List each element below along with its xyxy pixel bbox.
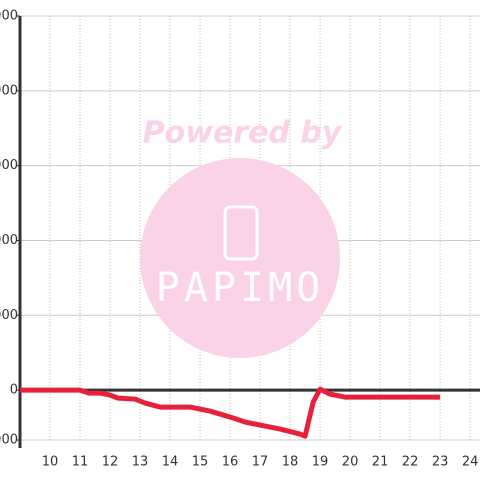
x-tick-label: 15 bbox=[192, 455, 209, 470]
y-tick-label: 120,000 bbox=[0, 83, 18, 98]
x-tick-label: 14 bbox=[162, 455, 179, 470]
x-tick-label: 22 bbox=[402, 455, 419, 470]
y-tick-label: 0 bbox=[10, 383, 18, 398]
watermark-top: Powered by bbox=[143, 116, 343, 151]
x-tick-label: 21 bbox=[372, 455, 389, 470]
watermark-phone bbox=[223, 205, 259, 261]
x-tick-label: 18 bbox=[282, 455, 299, 470]
x-tick-label: 17 bbox=[252, 455, 269, 470]
y-tick-label: -20,000 bbox=[0, 433, 18, 448]
x-tick-label: 20 bbox=[342, 455, 359, 470]
x-tick-label: 16 bbox=[222, 455, 239, 470]
y-tick-label: 90,000 bbox=[0, 158, 18, 173]
x-tick-label: 23 bbox=[432, 455, 449, 470]
x-tick-label: 12 bbox=[102, 455, 119, 470]
y-tick-label: 150,000 bbox=[0, 9, 18, 24]
data-line bbox=[20, 386, 441, 439]
watermark-logo: PAPIMO bbox=[156, 265, 325, 311]
watermark: Powered by PAPIMO bbox=[140, 116, 343, 358]
x-tick-label: 24 bbox=[462, 455, 479, 470]
x-tick-label: 13 bbox=[132, 455, 149, 470]
x-tick-label: 11 bbox=[72, 455, 89, 470]
y-tick-label: 30,000 bbox=[0, 308, 18, 323]
x-tick-label: 19 bbox=[312, 455, 329, 470]
x-tick-label: 10 bbox=[42, 455, 59, 470]
y-tick-label: 60,000 bbox=[0, 233, 18, 248]
